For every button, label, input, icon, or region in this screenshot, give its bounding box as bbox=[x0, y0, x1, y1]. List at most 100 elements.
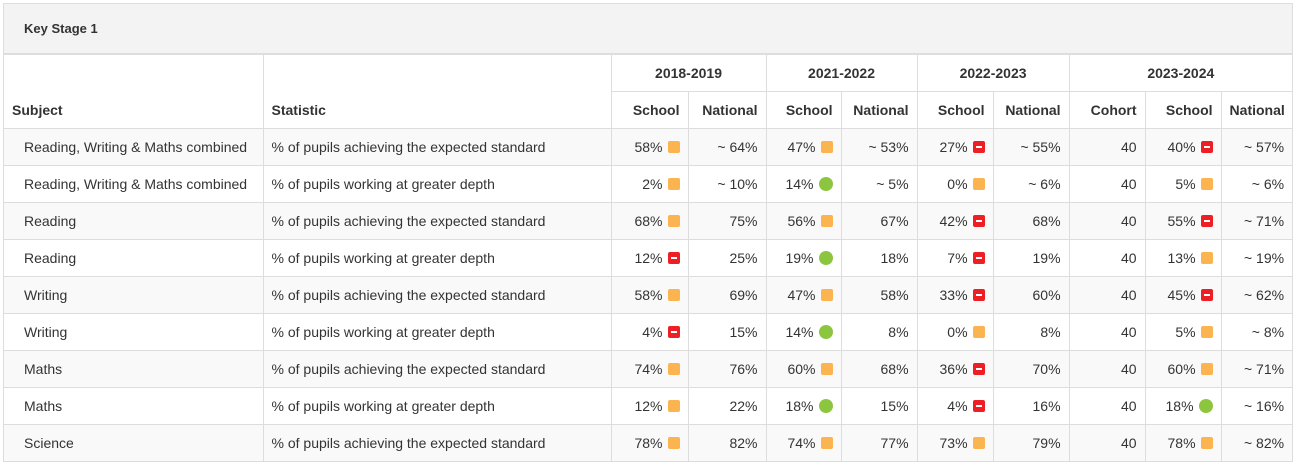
school-2021-2022-cell: 14% bbox=[765, 165, 842, 203]
school-2018-2019-cell: 68% bbox=[610, 202, 689, 240]
school-2023-2024-cell-value: 18% bbox=[1165, 398, 1194, 414]
national-2018-2019-cell-value: 82% bbox=[729, 435, 758, 451]
amber-square-icon bbox=[820, 437, 833, 449]
column-header-national: National bbox=[992, 91, 1070, 129]
green-circle-icon bbox=[818, 399, 833, 413]
school-2018-2019-cell-value: 74% bbox=[634, 361, 663, 377]
school-2023-2024-cell: 60% bbox=[1144, 350, 1222, 388]
table-row: Reading, Writing & Maths combined % of pu… bbox=[4, 165, 1293, 203]
column-header-national: National bbox=[840, 91, 918, 129]
national-2023-2024-cell-value: ~ 6% bbox=[1251, 176, 1285, 192]
cohort-2023-2024-cell-value: 40 bbox=[1120, 398, 1137, 414]
amber-square-icon bbox=[1200, 326, 1213, 338]
amber-square-icon bbox=[972, 178, 985, 190]
national-2023-2024-cell: ~ 71% bbox=[1220, 202, 1293, 240]
amber-square-icon bbox=[667, 437, 680, 449]
red-minus-icon bbox=[972, 215, 985, 227]
statistic-cell: % of pupils achieving the expected stand… bbox=[262, 128, 612, 166]
national-2022-2023-cell-value: 16% bbox=[1032, 398, 1061, 414]
school-2018-2019-cell: 58% bbox=[610, 276, 689, 314]
cohort-2023-2024-cell-value: 40 bbox=[1120, 361, 1137, 377]
school-2021-2022-cell-value: 47% bbox=[787, 139, 816, 155]
subject-cell-value: Maths bbox=[24, 398, 63, 414]
national-2022-2023-cell: 79% bbox=[992, 424, 1070, 462]
amber-square-icon bbox=[972, 437, 985, 449]
national-2023-2024-cell-value: ~ 19% bbox=[1243, 250, 1285, 266]
national-2021-2022-cell-value: 8% bbox=[888, 324, 909, 340]
national-2018-2019-cell: 75% bbox=[687, 202, 767, 240]
national-2018-2019-cell: 82% bbox=[687, 424, 767, 462]
green-circle-icon bbox=[818, 177, 833, 191]
school-2021-2022-cell: 60% bbox=[765, 350, 842, 388]
cohort-2023-2024-cell-value: 40 bbox=[1120, 287, 1137, 303]
school-2021-2022-cell: 47% bbox=[765, 276, 842, 314]
column-header-national: National bbox=[687, 91, 767, 129]
school-2021-2022-cell: 56% bbox=[765, 202, 842, 240]
national-2021-2022-cell: ~ 53% bbox=[840, 128, 918, 166]
cohort-2023-2024-cell: 40 bbox=[1068, 165, 1146, 203]
subject-cell-value: Reading bbox=[24, 250, 77, 266]
statistic-cell-value: % of pupils working at greater depth bbox=[271, 324, 495, 340]
subject-cell: Reading bbox=[4, 202, 264, 240]
subject-cell-value: Maths bbox=[24, 361, 63, 377]
national-2021-2022-cell: 77% bbox=[840, 424, 918, 462]
school-2023-2024-cell: 78% bbox=[1144, 424, 1222, 462]
school-2022-2023-cell: 42% bbox=[916, 202, 994, 240]
school-2018-2019-cell: 74% bbox=[610, 350, 689, 388]
national-2018-2019-cell-value: 25% bbox=[729, 250, 758, 266]
national-2022-2023-cell: ~ 55% bbox=[992, 128, 1070, 166]
school-2023-2024-cell-value: 5% bbox=[1175, 176, 1196, 192]
subject-cell: Reading, Writing & Maths combined bbox=[4, 128, 264, 166]
table-row: Writing % of pupils working at greater de… bbox=[4, 313, 1293, 351]
subject-cell: Reading bbox=[4, 239, 264, 277]
national-2021-2022-cell-value: ~ 53% bbox=[868, 139, 909, 155]
cohort-2023-2024-cell: 40 bbox=[1068, 350, 1146, 388]
year-header-2022-2023: 2022-2023 bbox=[916, 54, 1070, 92]
subject-cell-value: Writing bbox=[24, 324, 68, 340]
national-2022-2023-cell-value: 68% bbox=[1032, 213, 1061, 229]
statistic-cell-value: % of pupils working at greater depth bbox=[271, 176, 495, 192]
school-2021-2022-cell: 74% bbox=[765, 424, 842, 462]
school-2018-2019-cell: 4% bbox=[610, 313, 689, 351]
national-2022-2023-cell: 19% bbox=[992, 239, 1070, 277]
panel-title: Key Stage 1 bbox=[4, 4, 1292, 54]
table-row: Writing % of pupils achieving the expecte… bbox=[4, 276, 1293, 314]
school-2022-2023-cell-value: 7% bbox=[947, 250, 968, 266]
national-2018-2019-cell-value: 69% bbox=[729, 287, 758, 303]
school-2021-2022-cell-value: 19% bbox=[785, 250, 814, 266]
subject-cell: Science bbox=[4, 424, 264, 462]
cohort-2023-2024-cell-value: 40 bbox=[1120, 176, 1137, 192]
national-2023-2024-cell: ~ 62% bbox=[1220, 276, 1293, 314]
national-2023-2024-cell: ~ 19% bbox=[1220, 239, 1293, 277]
cohort-2023-2024-cell-value: 40 bbox=[1120, 213, 1137, 229]
amber-square-icon bbox=[1200, 363, 1213, 375]
school-2023-2024-cell-value: 55% bbox=[1167, 213, 1196, 229]
national-2023-2024-cell-value: ~ 8% bbox=[1251, 324, 1285, 340]
national-2022-2023-cell-value: 8% bbox=[1040, 324, 1061, 340]
subject-cell: Maths bbox=[4, 350, 264, 388]
year-header-2021-2022: 2021-2022 bbox=[765, 54, 918, 92]
national-2022-2023-cell: 68% bbox=[992, 202, 1070, 240]
cohort-2023-2024-cell-value: 40 bbox=[1120, 324, 1137, 340]
school-2022-2023-cell-value: 73% bbox=[939, 435, 968, 451]
column-header-subject: Subject bbox=[4, 54, 264, 129]
national-2018-2019-cell-value: ~ 64% bbox=[717, 139, 758, 155]
subject-cell-value: Reading, Writing & Maths combined bbox=[24, 176, 248, 192]
school-2022-2023-cell-value: 36% bbox=[939, 361, 968, 377]
red-minus-icon bbox=[972, 400, 985, 412]
statistic-cell-value: % of pupils achieving the expected stand… bbox=[271, 213, 546, 229]
statistic-cell-value: % of pupils achieving the expected stand… bbox=[271, 361, 546, 377]
amber-square-icon bbox=[1200, 178, 1213, 190]
cohort-2023-2024-cell-value: 40 bbox=[1120, 139, 1137, 155]
subject-cell: Maths bbox=[4, 387, 264, 425]
year-header-2023-2024: 2023-2024 bbox=[1068, 54, 1293, 92]
statistic-cell-value: % of pupils working at greater depth bbox=[271, 398, 495, 414]
column-header-statistic: Statistic bbox=[262, 54, 612, 129]
school-2023-2024-cell-value: 40% bbox=[1167, 139, 1196, 155]
national-2018-2019-cell-value: 15% bbox=[729, 324, 758, 340]
school-2022-2023-cell-value: 33% bbox=[939, 287, 968, 303]
school-2023-2024-cell-value: 78% bbox=[1167, 435, 1196, 451]
statistic-cell: % of pupils achieving the expected stand… bbox=[262, 350, 612, 388]
national-2021-2022-cell-value: 67% bbox=[880, 213, 909, 229]
national-2022-2023-cell: 60% bbox=[992, 276, 1070, 314]
